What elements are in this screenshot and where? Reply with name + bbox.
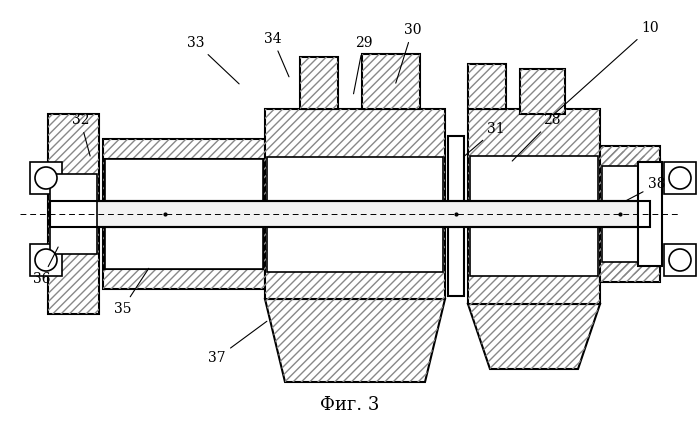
Bar (105, 159, 263, 269)
Bar (300, 57, 338, 109)
Bar (300, 57, 338, 109)
Polygon shape (105, 159, 263, 269)
Text: 28: 28 (512, 113, 561, 161)
Bar (265, 109, 445, 299)
Bar (267, 157, 443, 272)
Circle shape (669, 167, 691, 189)
Bar (50, 201, 650, 227)
Text: 38: 38 (627, 178, 666, 200)
Polygon shape (468, 304, 600, 369)
Bar (50, 174, 97, 254)
Bar (468, 109, 600, 304)
Bar (30, 244, 62, 276)
Text: 35: 35 (113, 268, 149, 316)
Circle shape (35, 167, 57, 189)
Text: 33: 33 (187, 36, 239, 84)
Circle shape (669, 249, 691, 271)
Text: Фиг. 3: Фиг. 3 (320, 396, 379, 414)
Text: 10: 10 (554, 21, 659, 114)
Bar (600, 146, 660, 282)
Bar (50, 201, 650, 227)
Text: 30: 30 (396, 23, 421, 83)
Text: 31: 31 (463, 122, 505, 157)
Bar (520, 69, 565, 114)
Bar (600, 146, 660, 282)
Bar (664, 162, 696, 194)
Bar (468, 64, 506, 109)
Bar (30, 162, 62, 194)
Bar (602, 166, 658, 262)
Bar (468, 64, 506, 109)
Bar (664, 244, 696, 276)
Bar (638, 162, 662, 266)
Bar (520, 69, 565, 114)
Bar (103, 139, 265, 289)
Polygon shape (265, 299, 445, 382)
Bar (448, 136, 464, 296)
Polygon shape (600, 146, 660, 282)
Text: 34: 34 (264, 32, 289, 77)
Text: 36: 36 (33, 247, 58, 286)
Text: 32: 32 (71, 113, 90, 156)
Bar (48, 114, 99, 314)
Text: 37: 37 (208, 321, 267, 365)
Bar (362, 54, 420, 109)
Bar (103, 139, 265, 289)
Circle shape (35, 249, 57, 271)
Bar (48, 114, 99, 314)
Text: 29: 29 (354, 36, 373, 94)
Bar (468, 109, 600, 304)
Bar (265, 109, 445, 299)
Bar (362, 54, 420, 109)
Bar (470, 156, 598, 276)
